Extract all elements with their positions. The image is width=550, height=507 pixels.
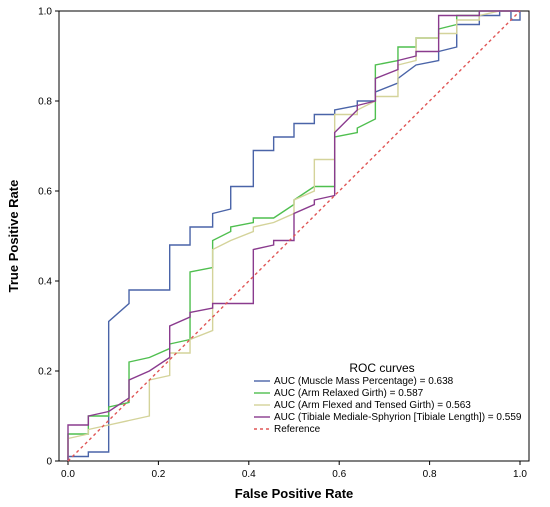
y-tick-label: 0: [46, 457, 52, 468]
x-tick-label: 0.4: [242, 469, 256, 480]
y-tick-label: 0.6: [38, 187, 52, 198]
x-tick-label: 0.6: [332, 469, 346, 480]
legend: ROC curves AUC (Muscle Mass Percentage) …: [254, 361, 522, 435]
y-tick-label: 0.4: [38, 277, 52, 288]
x-axis-title: False Positive Rate: [235, 486, 354, 501]
series-layer: [67, 10, 521, 462]
legend-label-2: AUC (Arm Relaxed Girth) = 0.587: [274, 388, 424, 399]
y-tick-label: 1.0: [38, 7, 52, 18]
legend-label-5: Reference: [274, 424, 321, 435]
legend-label-3: AUC (Arm Flexed and Tensed Girth) = 0.56…: [274, 400, 471, 411]
legend-items: AUC (Muscle Mass Percentage) = 0.638AUC …: [254, 376, 522, 435]
y-tick-label: 0.8: [38, 97, 52, 108]
legend-label-4: AUC (Tibiale Mediale-Sphyrion [Tibiale L…: [274, 412, 522, 423]
x-tick-label: 0.0: [61, 469, 75, 480]
x-tick-label: 1.0: [513, 469, 527, 480]
x-tick-label: 0.2: [151, 469, 165, 480]
series-line-4: [67, 10, 520, 461]
legend-title: ROC curves: [349, 361, 414, 375]
y-tick-label: 0.2: [38, 367, 52, 378]
y-axis-title: True Positive Rate: [6, 180, 21, 293]
series-line-5: [67, 10, 521, 462]
x-tick-label: 0.8: [423, 469, 437, 480]
series-line-1: [67, 10, 521, 461]
axis-ticks: 0.0 0.2 0.4 0.6 0.8 1.0 0 0.2 0.4 0.6 0.8 1.0: [38, 7, 527, 481]
legend-label-1: AUC (Muscle Mass Percentage) = 0.638: [274, 376, 454, 387]
